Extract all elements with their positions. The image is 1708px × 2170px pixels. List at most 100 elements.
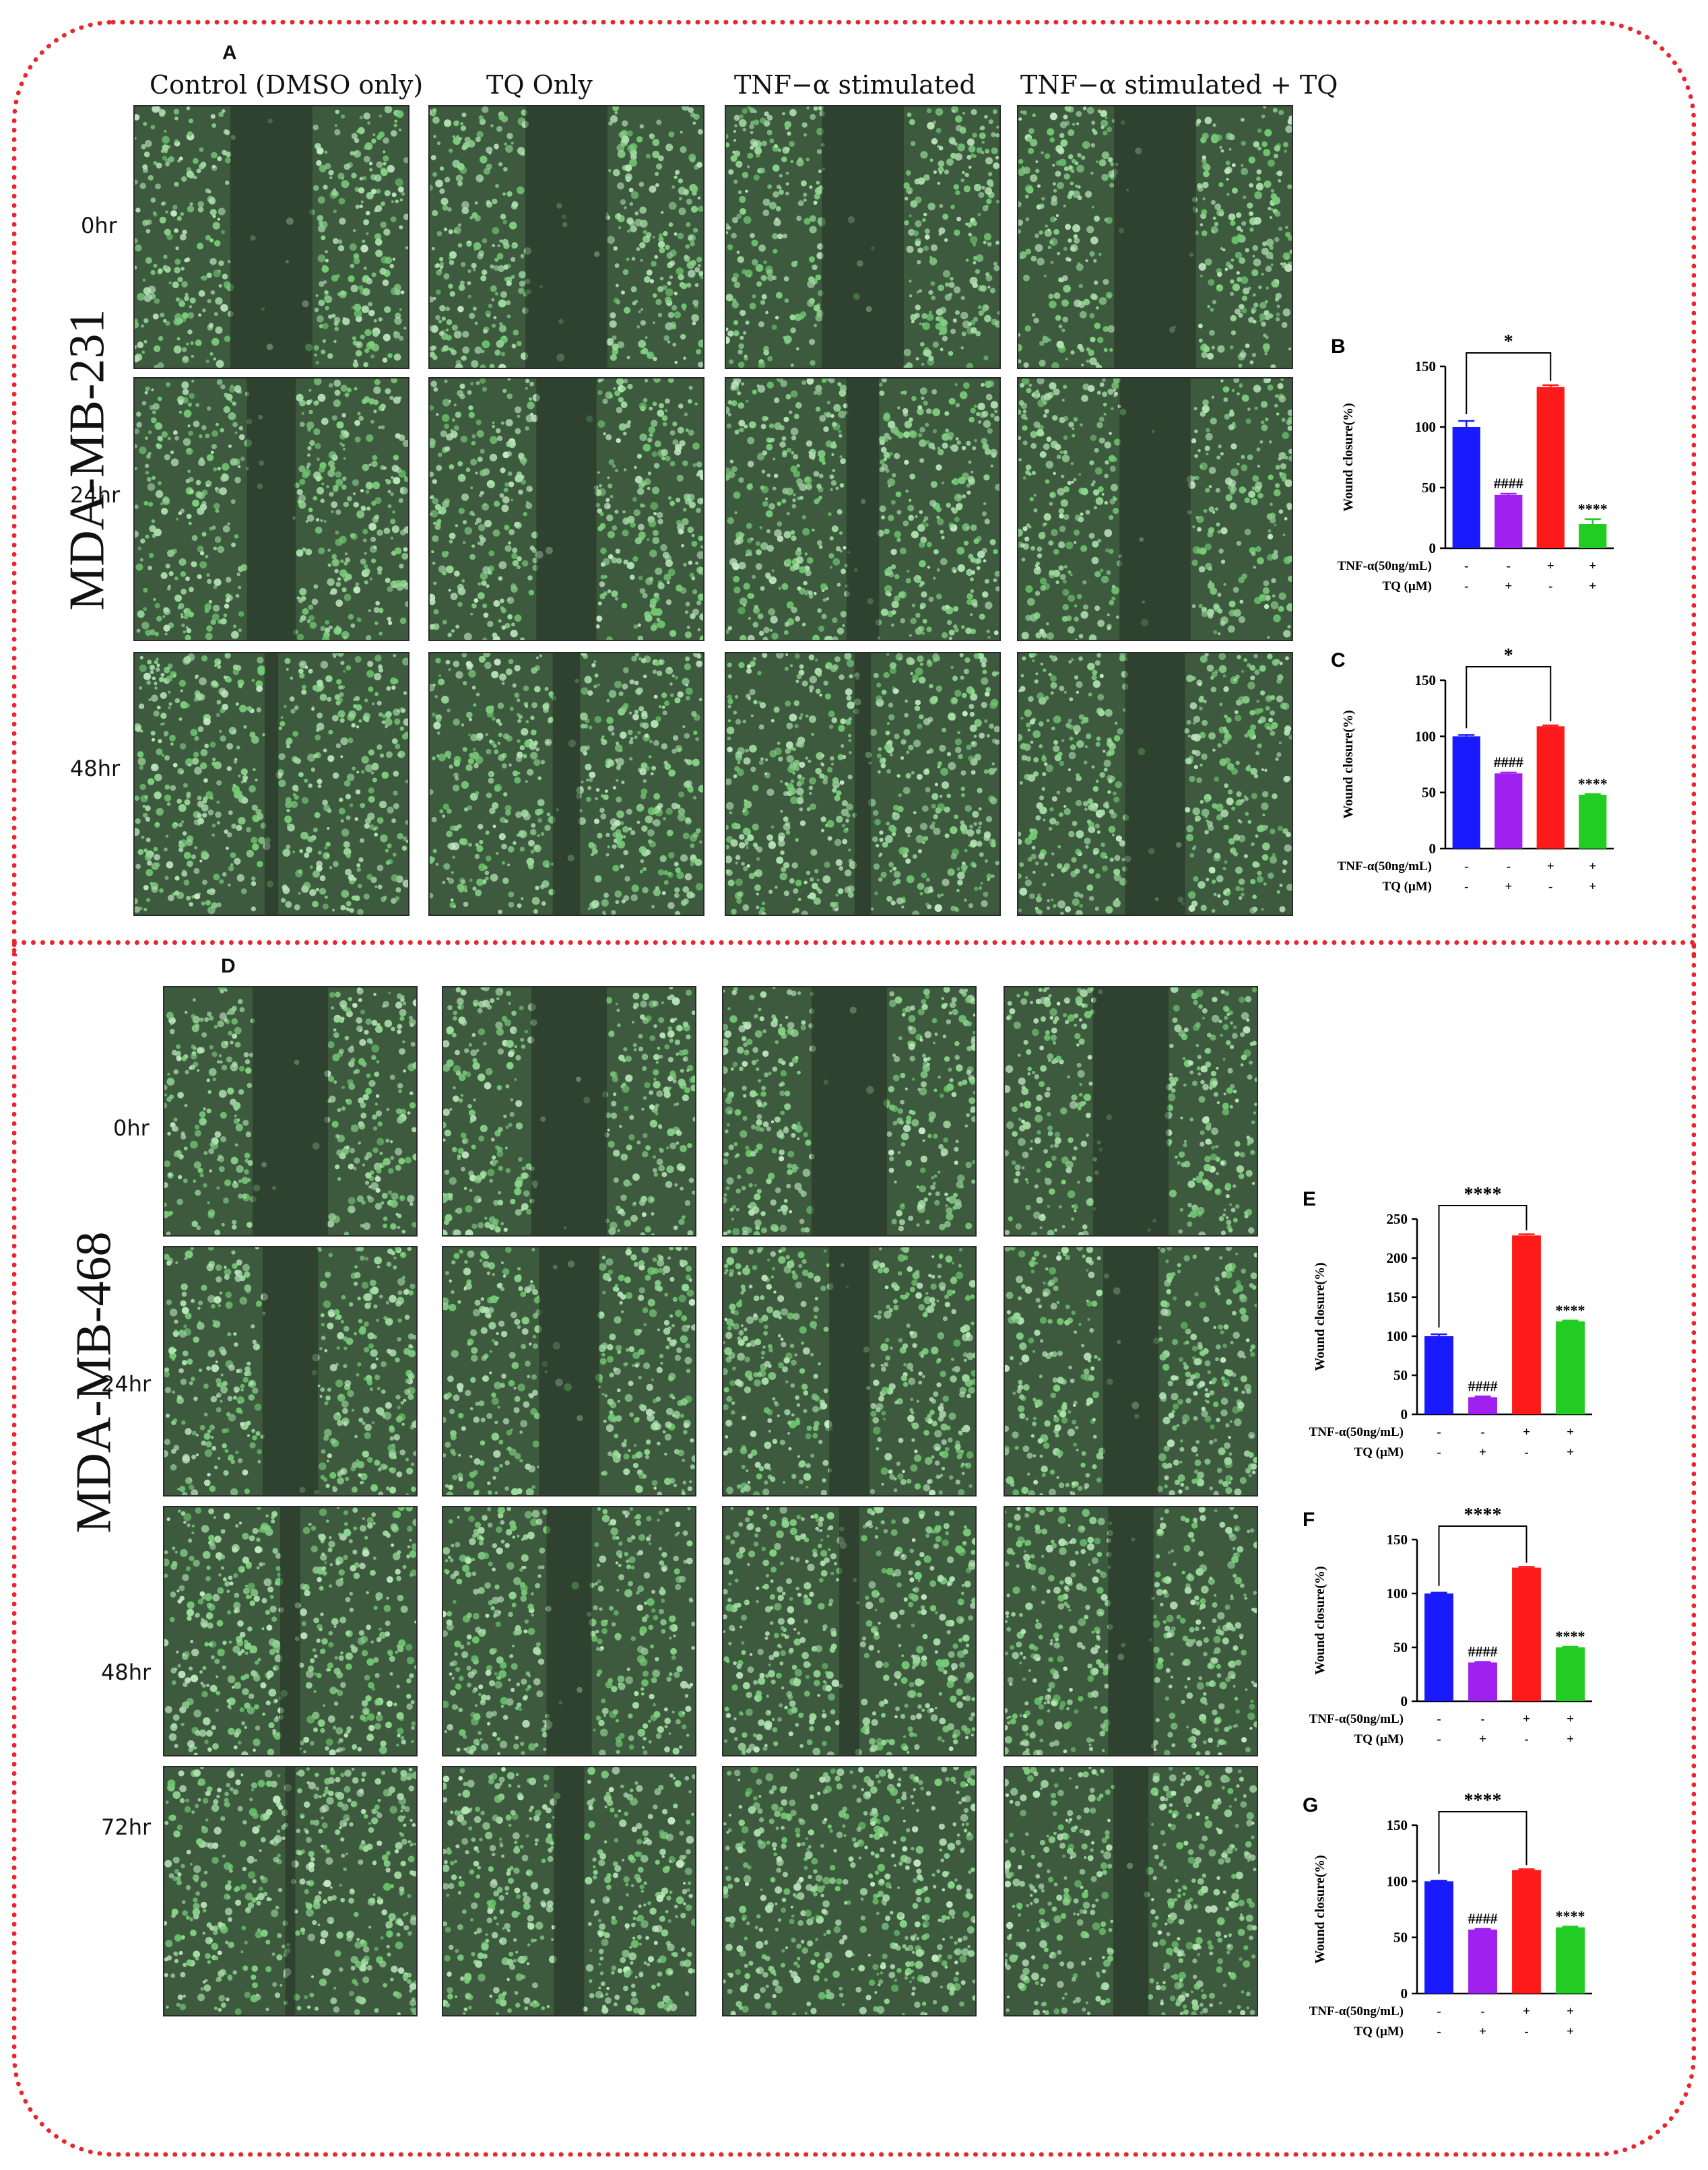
bar-chart-c: C Wound closure(%) 0 50 100 150 #### **** * TNF-α… xyxy=(1317,647,1627,929)
treatment-mark-0-2: + xyxy=(1523,2004,1530,2018)
treatment-mark-1-3: + xyxy=(1567,1732,1574,1746)
significance-label-3: **** xyxy=(1556,1302,1585,1319)
bar-0 xyxy=(1452,427,1480,548)
bar-2 xyxy=(1512,1567,1541,1701)
bar-3 xyxy=(1579,524,1607,548)
micrograph-bottom-r2-c3 xyxy=(1004,1506,1258,1756)
y-axis-label: Wound closure(%) xyxy=(1341,710,1356,818)
y-tick-label: 50 xyxy=(1393,1639,1408,1655)
treatment-mark-1-0: - xyxy=(1437,2025,1441,2039)
treatment-mark-1-2: - xyxy=(1548,880,1552,894)
column-header-tnf-tq: TNF−α stimulated + TQ xyxy=(1020,70,1338,100)
y-axis-label: Wound closure(%) xyxy=(1313,1262,1327,1371)
micrograph-bottom-r0-c3 xyxy=(1004,986,1258,1237)
y-tick-label: 250 xyxy=(1387,1211,1408,1227)
treatment-mark-1-0: - xyxy=(1437,1732,1441,1746)
y-tick-label: 0 xyxy=(1401,1406,1408,1422)
significance-bracket xyxy=(1438,1811,1528,1874)
treatment-mark-0-0: - xyxy=(1437,1425,1441,1439)
y-tick-label: 0 xyxy=(1429,540,1437,556)
treatment-mark-0-2: + xyxy=(1547,859,1554,874)
treatment-mark-0-2: + xyxy=(1547,559,1554,573)
treatment-row-label-1: TQ (μM) xyxy=(1354,1732,1404,1746)
treatment-mark-0-3: + xyxy=(1567,2004,1574,2018)
y-tick-label: 150 xyxy=(1387,1289,1408,1305)
bar-chart-e: E Wound closure(%) 0 50 100 150 200 250 #### ****… xyxy=(1289,1185,1606,1495)
bar-2 xyxy=(1536,387,1565,548)
row-label-bottom-0hr: 0hr xyxy=(113,1115,150,1141)
bar-3 xyxy=(1579,795,1607,849)
significance-label-1: #### xyxy=(1468,1643,1498,1659)
micrograph-top-r2-c3 xyxy=(1017,652,1293,916)
y-tick-label: 100 xyxy=(1415,728,1437,744)
treatment-mark-0-2: + xyxy=(1523,1425,1530,1439)
micrograph-bottom-r3-c2 xyxy=(722,1766,977,2016)
treatment-mark-0-0: - xyxy=(1437,1712,1441,1726)
bar-0 xyxy=(1424,1881,1453,1994)
treatment-mark-0-2: + xyxy=(1523,1712,1530,1726)
frame-mda-mb-468 xyxy=(12,940,1696,2157)
y-tick-label: 200 xyxy=(1387,1250,1408,1266)
significance-label-3: **** xyxy=(1556,1908,1585,1925)
y-tick-label: 150 xyxy=(1387,1817,1408,1833)
treatment-mark-0-1: - xyxy=(1507,559,1511,573)
micrograph-bottom-r1-c1 xyxy=(442,1246,696,1497)
treatment-mark-1-2: - xyxy=(1548,579,1552,593)
micrograph-top-r1-c2 xyxy=(725,377,1001,641)
micrograph-top-r2-c1 xyxy=(428,652,704,916)
y-axis-label: Wound closure(%) xyxy=(1313,1855,1327,1963)
y-tick-label: 0 xyxy=(1401,1985,1408,2002)
chart-panel-letter-c: C xyxy=(1331,649,1346,671)
y-tick-label: 50 xyxy=(1393,1930,1408,1946)
treatment-mark-1-3: + xyxy=(1589,880,1596,894)
chart-panel-letter-e: E xyxy=(1303,1188,1316,1210)
treatment-mark-1-2: - xyxy=(1524,1445,1528,1459)
treatment-mark-1-1: + xyxy=(1479,1732,1486,1746)
micrograph-top-r1-c3 xyxy=(1017,377,1293,641)
bar-chart-f: F Wound closure(%) 0 50 100 150 #### **** **** TN… xyxy=(1289,1506,1606,1782)
significance-bracket xyxy=(1438,1205,1528,1328)
y-tick-label: 100 xyxy=(1387,1328,1408,1344)
bar-3 xyxy=(1556,1647,1585,1701)
section-divider xyxy=(12,940,1696,945)
treatment-mark-1-2: - xyxy=(1524,2025,1528,2039)
row-label-bottom-48hr: 48hr xyxy=(101,1659,152,1685)
micrograph-bottom-r1-c0 xyxy=(163,1246,418,1497)
bar-0 xyxy=(1424,1336,1453,1414)
micrograph-bottom-r2-c0 xyxy=(163,1506,418,1756)
micrograph-top-r0-c0 xyxy=(133,105,409,369)
y-axis-label: Wound closure(%) xyxy=(1341,403,1356,511)
treatment-mark-1-1: + xyxy=(1505,579,1512,593)
treatment-mark-0-3: + xyxy=(1589,859,1596,874)
column-header-tnf: TNF−α stimulated xyxy=(734,70,976,100)
significance-label-1: #### xyxy=(1494,754,1523,770)
significance-bracket xyxy=(1466,666,1552,729)
y-tick-label: 150 xyxy=(1415,358,1437,374)
micrograph-bottom-r3-c0 xyxy=(163,1766,418,2016)
treatment-row-label-1: TQ (μM) xyxy=(1382,880,1432,894)
treatment-mark-0-3: + xyxy=(1589,559,1596,573)
bar-3 xyxy=(1556,1321,1585,1414)
treatment-row-label-0: TNF-α(50ng/mL) xyxy=(1338,859,1432,874)
treatment-mark-0-1: - xyxy=(1507,859,1511,874)
row-label-top-24hr: 24hr xyxy=(70,482,121,508)
panel-label-d: D xyxy=(221,955,236,977)
significance-label-3: **** xyxy=(1556,1628,1585,1645)
bar-chart-g: G Wound closure(%) 0 50 100 150 #### **** **** TN… xyxy=(1289,1791,1606,2074)
treatment-mark-0-0: - xyxy=(1464,859,1468,874)
treatment-mark-0-1: - xyxy=(1480,2004,1484,2018)
micrograph-bottom-r2-c2 xyxy=(722,1506,977,1756)
treatment-mark-0-1: - xyxy=(1480,1712,1484,1726)
treatment-mark-1-0: - xyxy=(1464,579,1468,593)
treatment-mark-0-0: - xyxy=(1464,559,1468,573)
significance-label-1: #### xyxy=(1468,1377,1498,1394)
bracket-label: **** xyxy=(1464,1506,1502,1525)
bracket-label: **** xyxy=(1464,1791,1502,1811)
treatment-mark-1-1: + xyxy=(1505,880,1512,894)
significance-label-1: #### xyxy=(1468,1910,1498,1927)
micrograph-top-r2-c0 xyxy=(133,652,409,916)
row-label-top-0hr: 0hr xyxy=(81,213,117,238)
treatment-mark-1-3: + xyxy=(1567,2025,1574,2039)
y-tick-label: 150 xyxy=(1415,672,1437,688)
column-header-tq-only: TQ Only xyxy=(486,70,593,100)
